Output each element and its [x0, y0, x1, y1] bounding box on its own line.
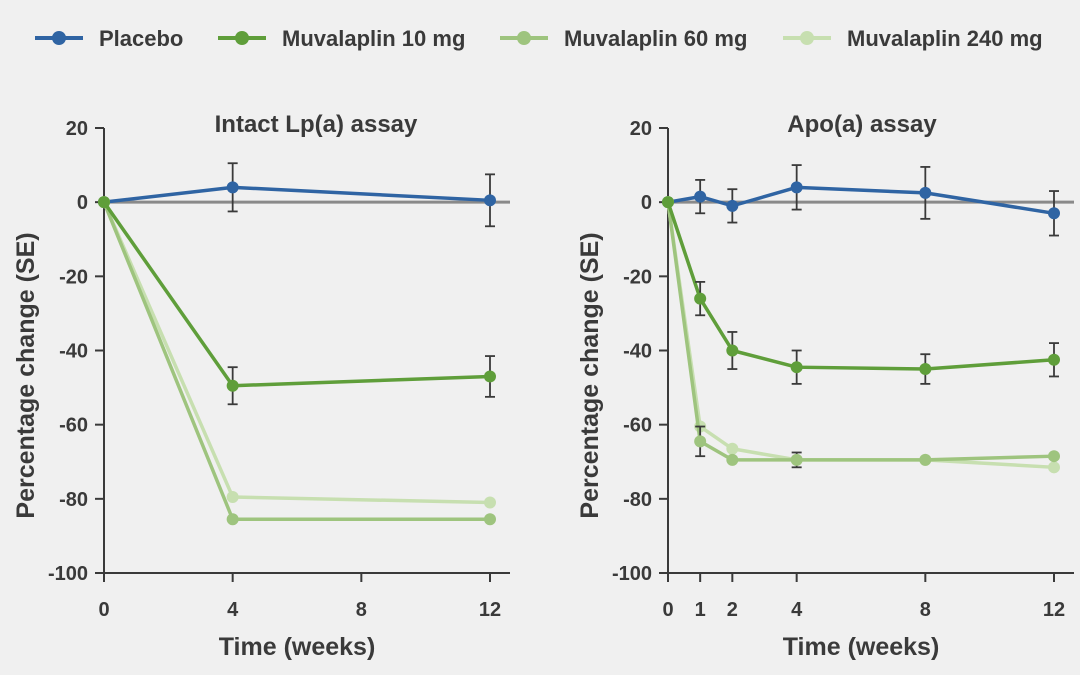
x-tick-label: 0 — [98, 599, 109, 621]
legend-label-placebo: Placebo — [99, 26, 183, 51]
y-tick-label: -40 — [59, 341, 88, 363]
data-point-muvalaplin-240-mg — [726, 442, 739, 455]
data-point-muvalaplin-10-mg — [98, 196, 110, 209]
panel-intact-lpa: Intact Lp(a) assay 20 0 -20 -40 -60 -80 -100 0 4 8… — [12, 111, 510, 661]
y-tick-label: 0 — [77, 192, 88, 214]
x-axis-label: Time (weeks) — [783, 633, 940, 661]
data-point-muvalaplin-10-mg — [1048, 353, 1060, 366]
x-axis-label: Time (weeks) — [219, 633, 376, 661]
data-point-muvalaplin-10-mg — [790, 361, 803, 374]
data-point-placebo — [226, 181, 239, 194]
y-tick-label: -100 — [48, 563, 88, 585]
data-point-placebo — [726, 199, 739, 212]
data-point-muvalaplin-10-mg — [694, 292, 707, 305]
data-point-placebo — [694, 190, 707, 203]
data-point-placebo — [790, 181, 803, 194]
data-point-muvalaplin-10-mg — [919, 363, 932, 376]
x-tick-label: 0 — [662, 599, 673, 621]
y-tick-label: -20 — [59, 266, 88, 288]
data-point-muvalaplin-10-mg — [726, 344, 739, 357]
y-tick-label: -20 — [623, 266, 652, 288]
data-point-muvalaplin-240-mg — [484, 496, 496, 509]
data-point-muvalaplin-60-mg — [790, 453, 803, 466]
data-point-muvalaplin-60-mg — [726, 453, 739, 466]
data-point-placebo — [919, 186, 932, 199]
y-tick-label: -60 — [623, 415, 652, 437]
x-tick-label: 4 — [227, 599, 239, 621]
y-axis-label: Percentage change (SE) — [12, 232, 40, 518]
legend-label-muvalaplin-60-mg: Muvalaplin 60 mg — [564, 26, 747, 51]
x-tick-label: 2 — [727, 599, 738, 621]
data-point-muvalaplin-60-mg — [1048, 450, 1060, 463]
data-point-muvalaplin-10-mg — [226, 379, 239, 392]
data-point-muvalaplin-60-mg — [484, 513, 496, 526]
x-tick-label: 12 — [479, 599, 501, 621]
data-point-placebo — [484, 194, 496, 207]
data-point-placebo — [1048, 207, 1060, 220]
y-axis-label: Percentage change (SE) — [576, 232, 604, 518]
x-tick-label: 1 — [695, 599, 706, 621]
series-line-muvalaplin-10-mg — [666, 201, 1055, 371]
panel-title: Intact Lp(a) assay — [215, 111, 418, 138]
y-tick-label: -80 — [623, 489, 652, 511]
data-point-muvalaplin-60-mg — [226, 513, 239, 526]
y-tick-label: -60 — [59, 415, 88, 437]
y-tick-label: 0 — [641, 192, 652, 214]
legend-marker-muvalaplin-240-mg — [800, 31, 814, 45]
x-tick-label: 8 — [920, 599, 931, 621]
y-tick-label: 20 — [630, 118, 652, 140]
y-tick-label: -80 — [59, 489, 88, 511]
legend-marker-muvalaplin-10-mg — [235, 31, 249, 45]
x-tick-label: 4 — [791, 599, 803, 621]
legend-marker-muvalaplin-60-mg — [517, 31, 531, 45]
series-line-muvalaplin-60-mg — [666, 201, 1055, 462]
panel-title: Apo(a) assay — [787, 111, 937, 138]
y-tick-label: -100 — [612, 563, 652, 585]
legend-marker-placebo — [52, 31, 66, 45]
data-point-muvalaplin-10-mg — [484, 370, 496, 383]
data-point-muvalaplin-240-mg — [226, 490, 239, 503]
data-point-muvalaplin-60-mg — [919, 453, 932, 466]
data-point-muvalaplin-10-mg — [662, 196, 674, 209]
data-point-muvalaplin-60-mg — [694, 435, 707, 448]
y-tick-label: 20 — [66, 118, 88, 140]
chart-legend: Placebo Muvalaplin 10 mg Muvalaplin 60 mg M… — [35, 26, 1043, 51]
x-tick-label: 12 — [1043, 599, 1065, 621]
x-tick-label: 8 — [356, 599, 367, 621]
y-tick-label: -40 — [623, 341, 652, 363]
legend-label-muvalaplin-240-mg: Muvalaplin 240 mg — [847, 26, 1043, 51]
data-point-muvalaplin-240-mg — [1048, 461, 1060, 474]
legend-label-muvalaplin-10-mg: Muvalaplin 10 mg — [282, 26, 465, 51]
